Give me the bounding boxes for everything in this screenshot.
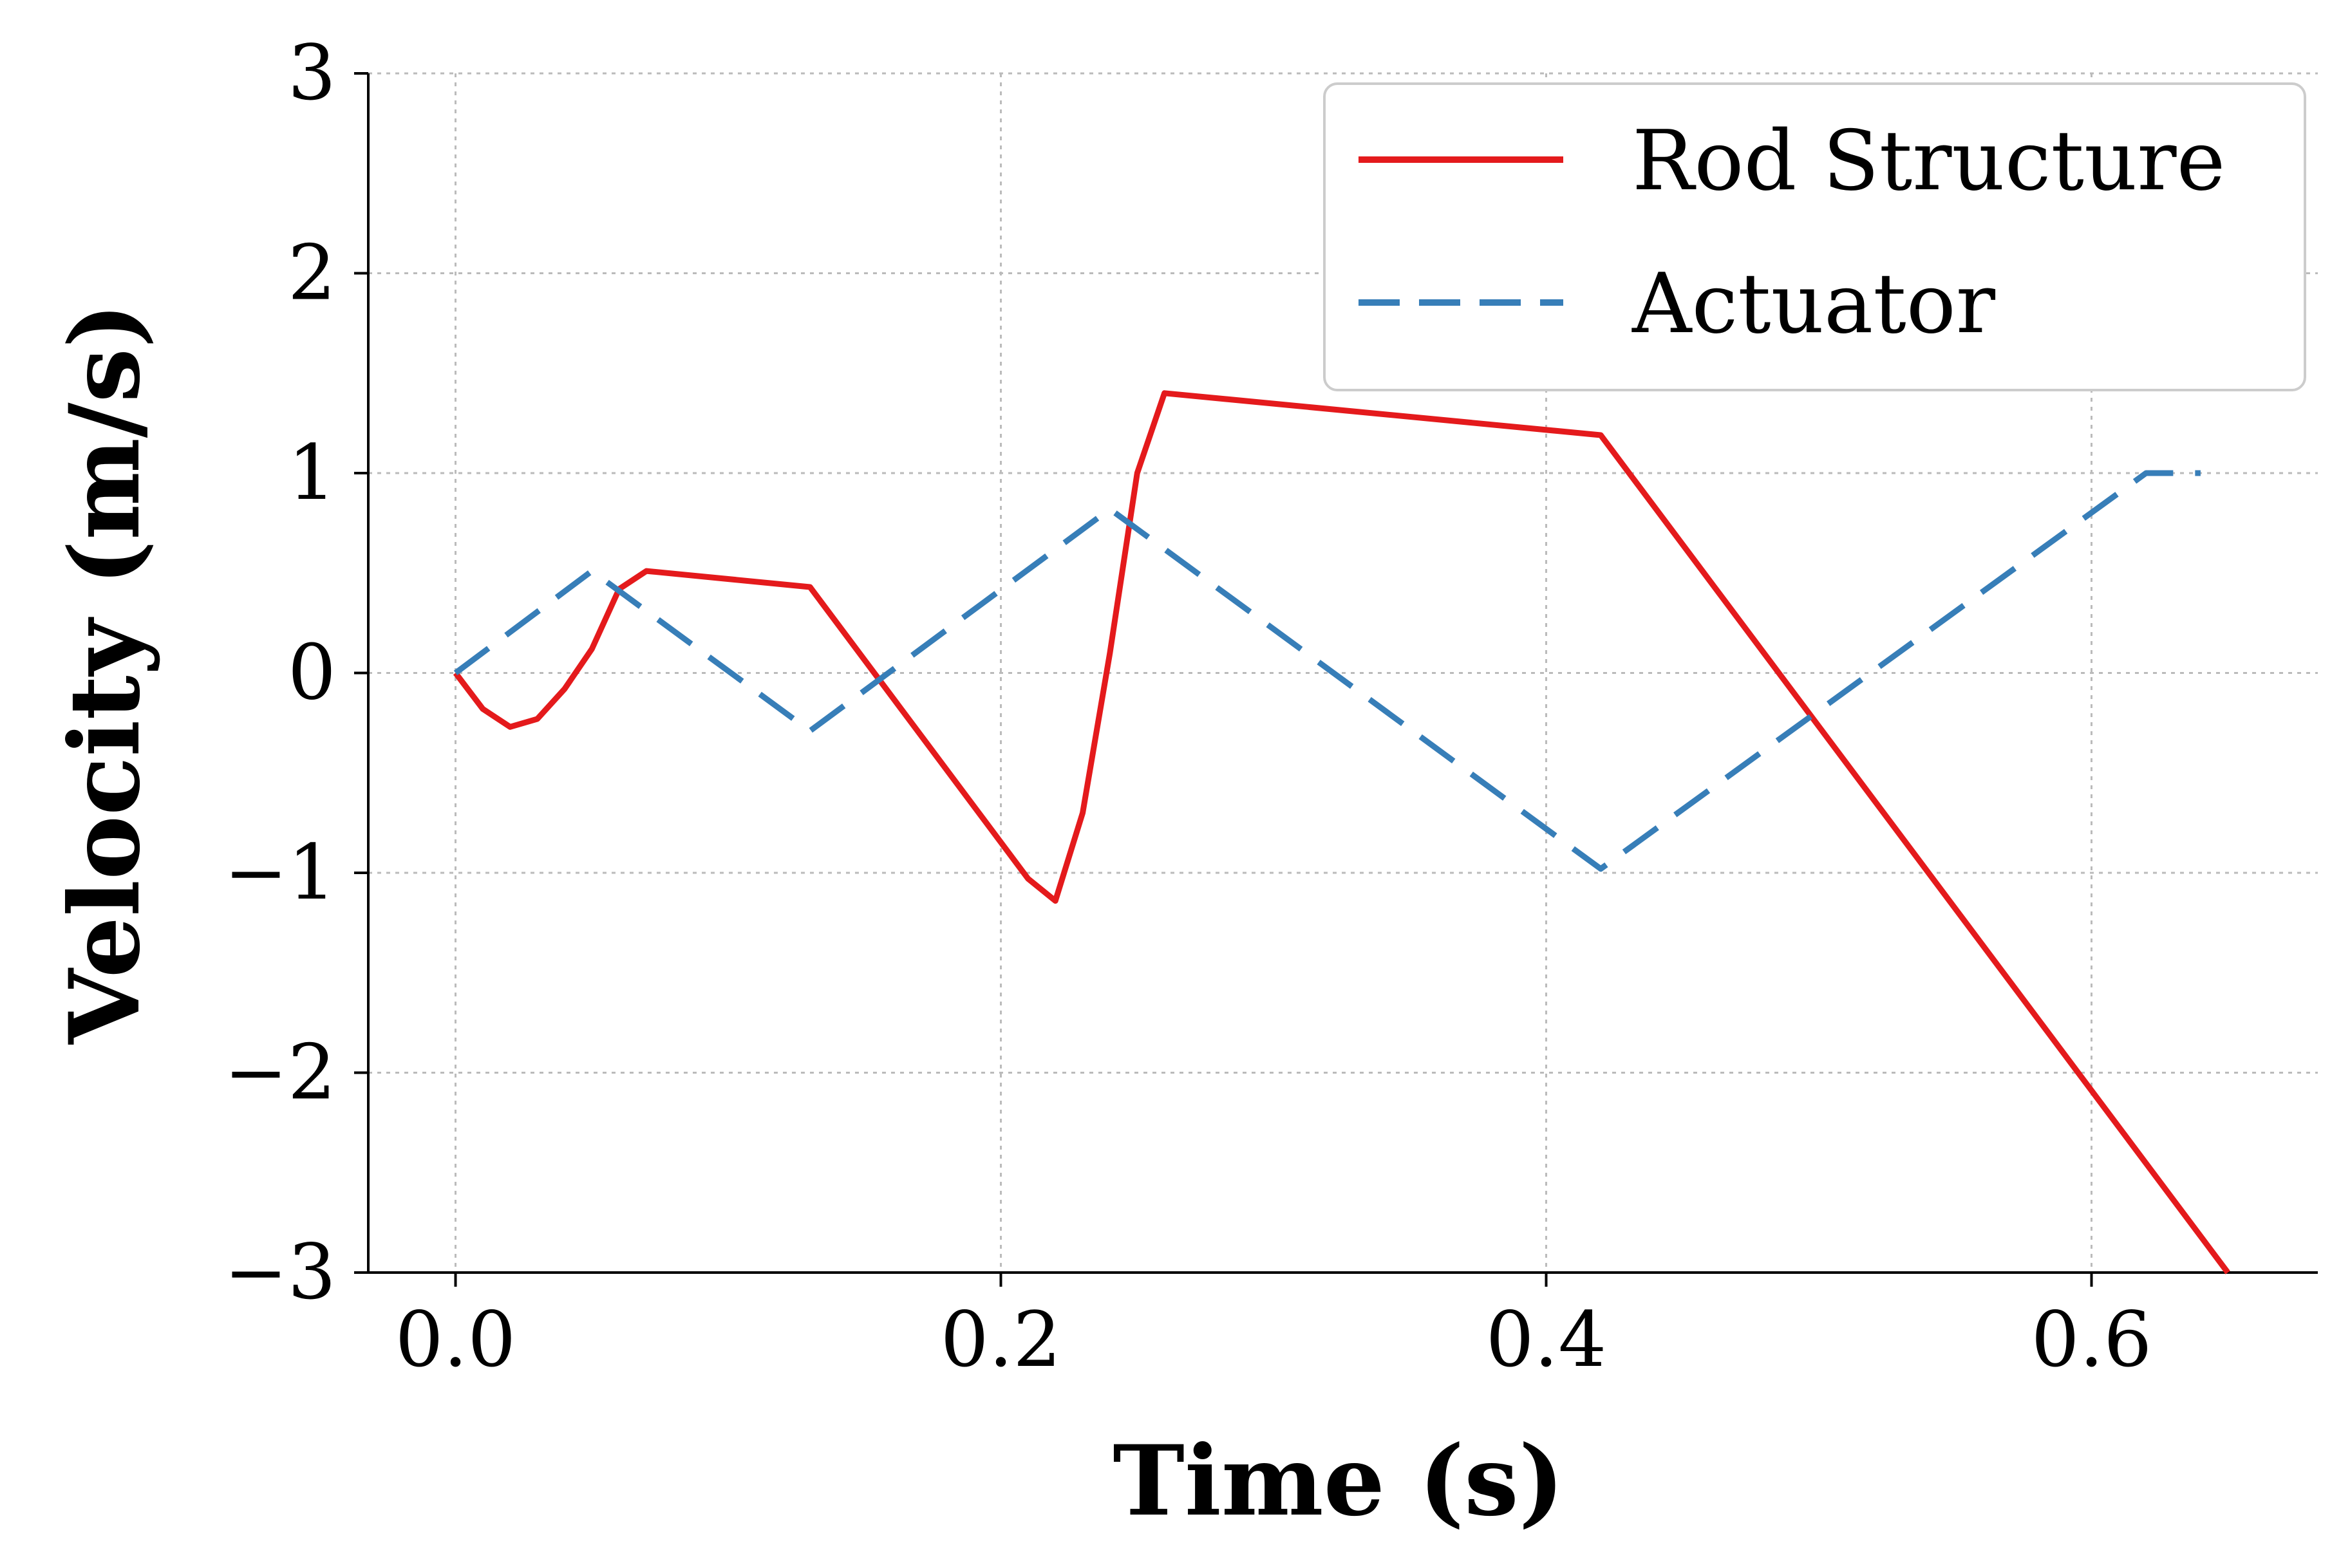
x-tick-label: 0.0: [395, 1295, 516, 1384]
y-tick-label: 0: [288, 628, 336, 717]
legend-label-actuator: Actuator: [1631, 256, 1996, 352]
series-line-actuator: [453, 470, 2201, 872]
series: [453, 390, 2230, 1274]
x-tick-label: 0.2: [941, 1295, 1062, 1384]
y-axis-title: Velocity (m/s): [48, 303, 162, 1045]
y-tick-label: −3: [224, 1227, 336, 1316]
y-tick-label: −1: [224, 828, 336, 917]
y-tick-label: 2: [288, 229, 336, 317]
x-axis-title: Time (s): [1113, 1424, 1564, 1538]
x-tick-label: 0.4: [1486, 1295, 1607, 1384]
legend-label-rod-structure: Rod Structure: [1632, 113, 2225, 209]
y-tick-label: 1: [288, 428, 336, 517]
x-tick-label: 0.6: [2031, 1295, 2152, 1384]
legend-box: [1323, 82, 2306, 391]
legend: Rod Structure Actuator: [1323, 82, 2306, 391]
ticks: 0.0 0.2 0.4 0.6 −3 −2 −1 0 1 2 3: [224, 28, 2152, 1384]
y-tick-label: −2: [224, 1028, 336, 1117]
y-tick-label: 3: [288, 28, 336, 117]
series-line-rod-structure: [453, 390, 2230, 1274]
